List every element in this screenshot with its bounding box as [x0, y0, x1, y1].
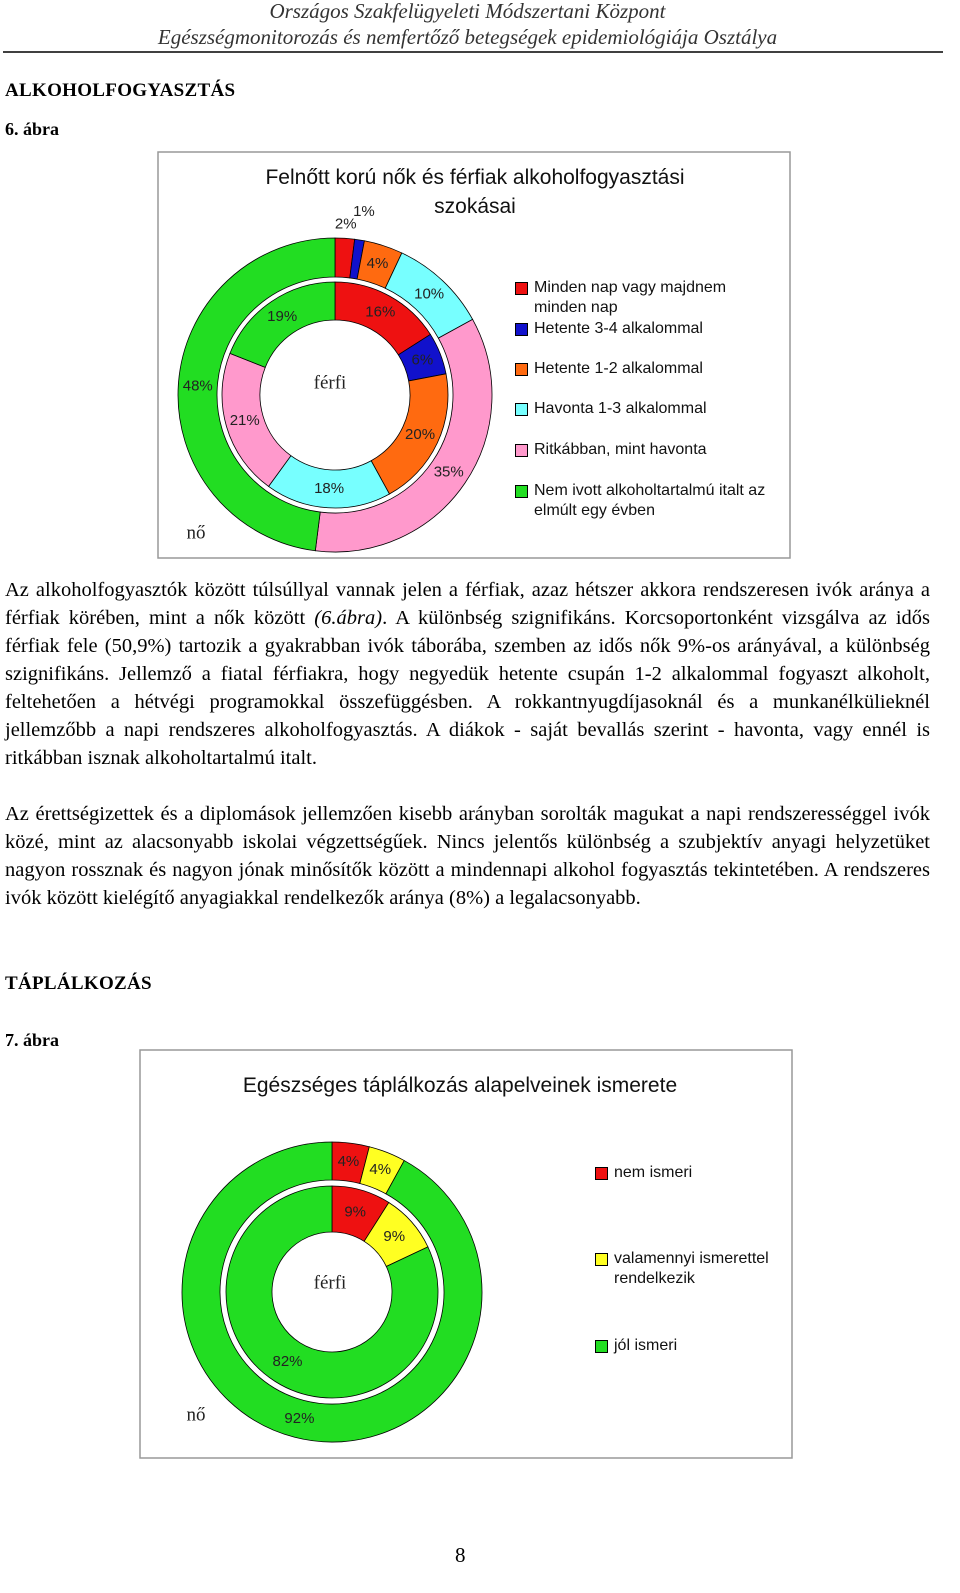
legend-swatch: [595, 1253, 608, 1266]
ring-label: férfi: [314, 1272, 347, 1293]
legend-swatch: [515, 444, 528, 457]
page-number: 8: [455, 1543, 466, 1567]
legend-item: valamennyi ismerettel rendelkezik: [595, 1249, 775, 1289]
legend-item: Hetente 1-2 alkalommal: [515, 359, 775, 379]
chart-title: Egészséges táplálkozás alapelveinek isme…: [242, 1074, 678, 1097]
data-label: 20%: [405, 426, 435, 443]
legend-text: Hetente 3-4 alkalommal: [534, 320, 703, 337]
legend-swatch: [595, 1167, 608, 1180]
legend-text: Minden nap vagy majdnem minden nap: [534, 279, 727, 316]
data-label: 18%: [314, 480, 344, 497]
legend-item: Havonta 1-3 alkalommal: [515, 399, 775, 419]
text-run: . A különbség szignifikáns. Korcsoporton…: [5, 607, 930, 769]
data-label: 19%: [267, 308, 297, 325]
donut-segment: [225, 1185, 439, 1399]
legend-item: nem ismeri: [595, 1163, 775, 1183]
data-label: 4%: [369, 1161, 391, 1178]
legend-text: Hetente 1-2 alkalommal: [534, 360, 703, 377]
legend-item: Nem ivott alkoholtartalmú italt az elmúl…: [515, 481, 775, 521]
data-label: 9%: [344, 1203, 366, 1220]
figure-label: 7. ábra: [5, 1030, 59, 1050]
donut-segment: [181, 1141, 483, 1443]
ring-label: nő: [187, 1404, 206, 1425]
legend-text: jól ismeri: [614, 1337, 678, 1354]
legend-item: Hetente 3-4 alkalommal: [515, 319, 775, 339]
data-label: 10%: [414, 286, 444, 303]
figure-reference: (6.ábra): [314, 607, 383, 629]
text-run: Az alkoholfogyasztók között túlsúllyal v…: [5, 579, 930, 629]
chart-frame: [139, 1049, 793, 1459]
section-title: TÁPLÁLKOZÁS: [5, 973, 152, 994]
legend-text: Havonta 1-3 alkalommal: [534, 400, 707, 417]
ring-label: nő: [187, 522, 206, 543]
legend-item: Minden nap vagy majdnem minden nap: [515, 278, 775, 318]
header-line: Országos Szakfelügyeleti Módszertani Köz…: [269, 0, 666, 23]
data-label: 82%: [273, 1353, 303, 1370]
legend-item: Ritkábban, mint havonta: [515, 440, 775, 460]
legend-swatch: [595, 1340, 608, 1353]
legend-swatch: [515, 363, 528, 376]
donut-segment: [314, 318, 493, 553]
data-label: 9%: [383, 1228, 405, 1245]
legend-text: nem ismeri: [614, 1164, 693, 1181]
legend-text: Nem ivott alkoholtartalmú italt az elmúl…: [534, 482, 766, 519]
data-label: 1%: [353, 203, 375, 220]
data-label: 92%: [284, 1410, 314, 1427]
legend-swatch: [515, 323, 528, 336]
section-title: ALKOHOLFOGYASZTÁS: [5, 80, 236, 101]
legend-text: Ritkábban, mint havonta: [534, 441, 707, 458]
data-label: 35%: [434, 463, 464, 480]
data-label: 6%: [412, 351, 434, 368]
header-line: Egészségmonitorozás és nemfertőző betegs…: [157, 25, 778, 49]
ring-label: férfi: [314, 372, 347, 393]
data-label: 4%: [338, 1153, 360, 1170]
data-label: 4%: [367, 255, 389, 272]
data-label: 16%: [365, 304, 395, 321]
legend-item: jól ismeri: [595, 1336, 775, 1356]
data-label: 21%: [230, 412, 260, 429]
legend-swatch: [515, 282, 528, 295]
figure-label: 6. ábra: [5, 119, 59, 139]
donut-segment: [229, 281, 336, 368]
chart-title: Felnőtt korú nők és férfiak alkoholfogya…: [265, 166, 685, 218]
paragraph: Az érettségizettek és a diplomások jelle…: [5, 803, 930, 909]
data-label: 2%: [335, 215, 357, 232]
data-label: 48%: [183, 377, 213, 394]
donut-segment: [177, 237, 336, 552]
legend-text: valamennyi ismerettel rendelkezik: [614, 1250, 769, 1287]
legend-swatch: [515, 485, 528, 498]
chart-frame: [157, 151, 791, 559]
legend-swatch: [515, 403, 528, 416]
paragraph: Az alkoholfogyasztók között túlsúllyal v…: [5, 576, 930, 772]
